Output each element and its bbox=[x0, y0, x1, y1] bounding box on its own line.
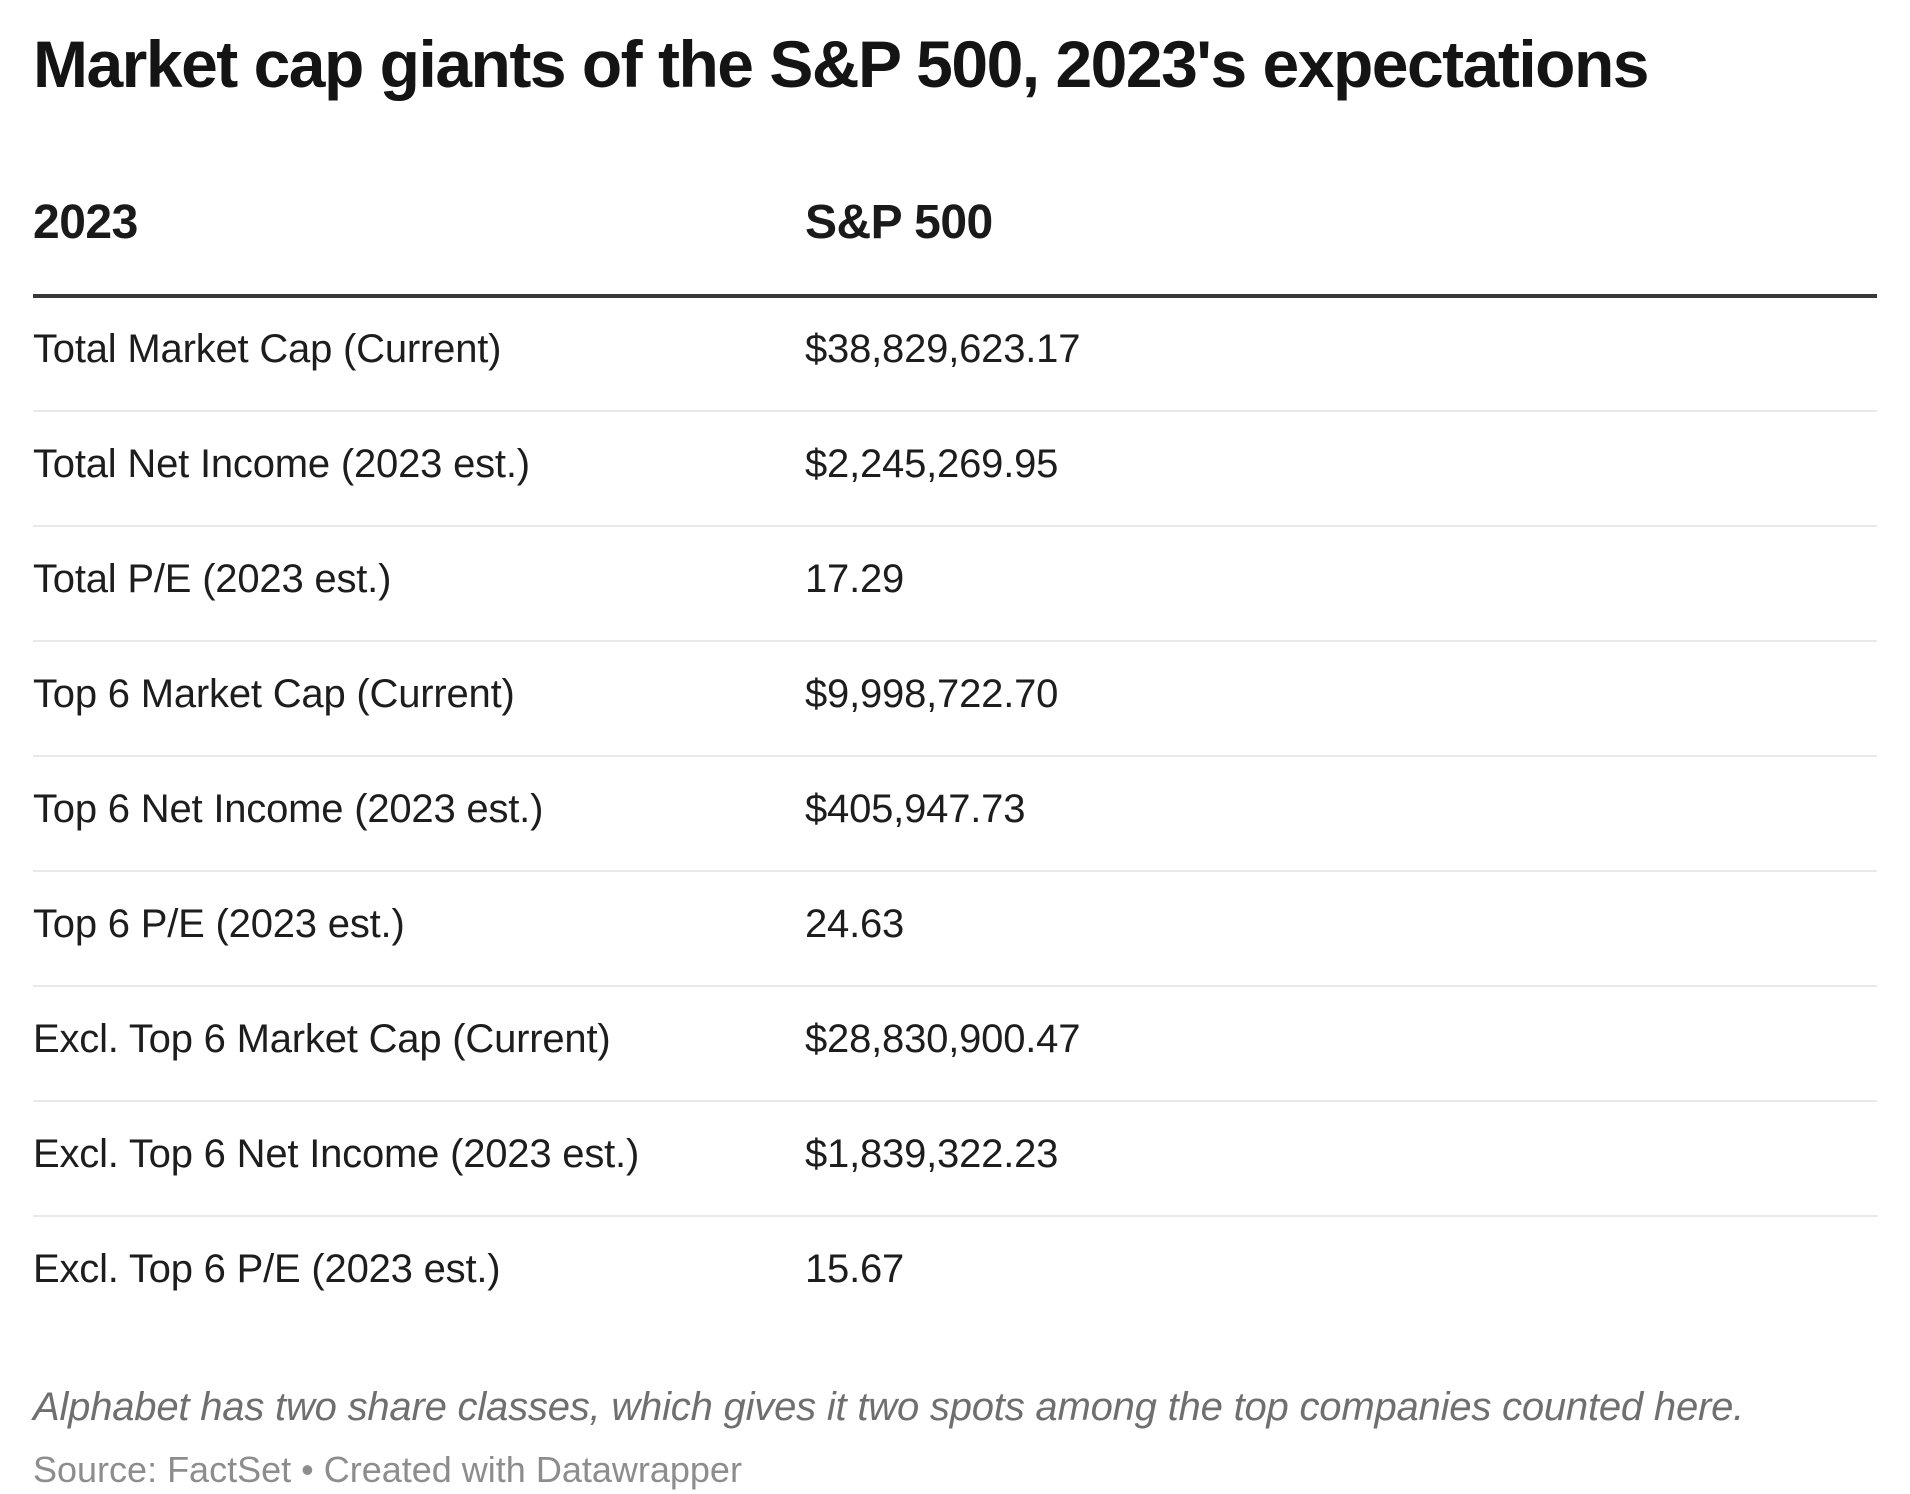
chart-footer: Alphabet has two share classes, which gi… bbox=[33, 1381, 1877, 1494]
row-label: Top 6 Net Income (2023 est.) bbox=[33, 755, 805, 872]
table-header-row: 2023 S&P 500 bbox=[33, 102, 1877, 298]
row-value: 15.67 bbox=[805, 1247, 905, 1292]
data-table: 2023 S&P 500 Total Market Cap (Current) … bbox=[33, 102, 1877, 1331]
row-label: Total P/E (2023 est.) bbox=[33, 525, 805, 642]
row-value: $1,839,322.23 bbox=[805, 1100, 1877, 1217]
row-value: $9,998,722.70 bbox=[805, 640, 1877, 757]
row-value: $2,245,269.95 bbox=[805, 410, 1877, 527]
source-line: Source: FactSet • Created with Datawrapp… bbox=[33, 1448, 742, 1490]
row-label: Excl. Top 6 Net Income (2023 est.) bbox=[33, 1100, 805, 1217]
table-row: Total P/E (2023 est.) 17.29 bbox=[33, 525, 1877, 642]
row-value: $28,830,900.47 bbox=[805, 985, 1877, 1102]
page-title: Market cap giants of the S&P 500, 2023's… bbox=[33, 27, 1650, 101]
table-header: 2023 S&P 500 bbox=[33, 102, 1877, 298]
table-row: Excl. Top 6 P/E (2023 est.) 15.67 bbox=[33, 1216, 1877, 1331]
table-row: Top 6 P/E (2023 est.) 24.63 bbox=[33, 870, 1877, 987]
row-value: 17.29 bbox=[805, 525, 1877, 642]
row-label: Total Net Income (2023 est.) bbox=[33, 410, 805, 527]
column-header-2023: 2023 bbox=[33, 102, 805, 298]
row-label: Total Market Cap (Current) bbox=[33, 295, 805, 412]
table-row: Total Market Cap (Current) $38,829,623.1… bbox=[33, 295, 1877, 412]
row-value: $38,829,623.17 bbox=[805, 295, 1877, 412]
table-body: Total Market Cap (Current) $38,829,623.1… bbox=[33, 295, 1877, 1331]
row-label: Excl. Top 6 Market Cap (Current) bbox=[33, 985, 805, 1102]
footnote: Alphabet has two share classes, which gi… bbox=[33, 1384, 1745, 1429]
row-label: Top 6 Market Cap (Current) bbox=[33, 640, 805, 757]
row-value: 24.63 bbox=[805, 870, 1877, 987]
row-label: Excl. Top 6 P/E (2023 est.) bbox=[33, 1247, 501, 1292]
table-row: Excl. Top 6 Net Income (2023 est.) $1,83… bbox=[33, 1100, 1877, 1217]
table-row: Top 6 Net Income (2023 est.) $405,947.73 bbox=[33, 755, 1877, 872]
row-label: Top 6 P/E (2023 est.) bbox=[33, 870, 805, 987]
table-row: Total Net Income (2023 est.) $2,245,269.… bbox=[33, 410, 1877, 527]
table-row: Top 6 Market Cap (Current) $9,998,722.70 bbox=[33, 640, 1877, 757]
column-header-sp500: S&P 500 bbox=[805, 102, 1877, 298]
table-row: Excl. Top 6 Market Cap (Current) $28,830… bbox=[33, 985, 1877, 1102]
row-value: $405,947.73 bbox=[805, 755, 1877, 872]
